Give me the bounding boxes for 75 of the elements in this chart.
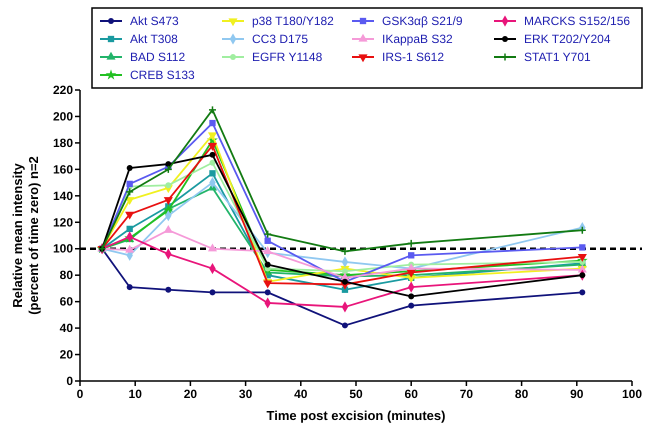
point bbox=[408, 252, 414, 259]
point bbox=[209, 170, 216, 176]
point bbox=[263, 230, 272, 238]
x-tick-label: 30 bbox=[238, 387, 253, 401]
point bbox=[164, 197, 173, 206]
legend-label: STAT1 Y701 bbox=[524, 50, 592, 64]
point bbox=[579, 272, 586, 278]
y-tick-label: 100 bbox=[52, 242, 74, 256]
legend-label: ERK T202/Y204 bbox=[524, 32, 611, 46]
x-tick-label: 20 bbox=[184, 387, 198, 401]
point bbox=[125, 212, 134, 220]
x-tick-label: 100 bbox=[622, 387, 642, 401]
legend-label: Akt T308 bbox=[130, 32, 178, 46]
y-tick-label: 160 bbox=[52, 162, 74, 176]
point bbox=[126, 180, 133, 188]
y-tick-label: 40 bbox=[60, 321, 74, 336]
point bbox=[125, 244, 134, 253]
x-axis-title: Time post excision (minutes) bbox=[266, 408, 446, 423]
x-tick-label: 0 bbox=[76, 387, 84, 401]
x-tick-label: 80 bbox=[514, 387, 529, 401]
point bbox=[126, 165, 133, 172]
legend-label: BAD S112 bbox=[130, 50, 186, 64]
y-tick-label: 60 bbox=[60, 294, 74, 309]
legend-label: GSK3αβ S21/9 bbox=[382, 14, 463, 28]
x-tick-label: 40 bbox=[294, 387, 308, 401]
point bbox=[209, 152, 216, 158]
point bbox=[340, 247, 350, 256]
point bbox=[208, 106, 217, 114]
y-tick-label: 200 bbox=[52, 109, 74, 124]
point bbox=[579, 244, 586, 251]
point bbox=[342, 268, 348, 274]
point bbox=[263, 246, 272, 254]
point bbox=[264, 238, 271, 244]
legend-label: IKappaB S32 bbox=[382, 32, 454, 46]
x-tick-label: 50 bbox=[349, 387, 363, 401]
point bbox=[342, 322, 348, 328]
point bbox=[578, 254, 587, 262]
point bbox=[126, 226, 133, 232]
x-tick-label: 10 bbox=[128, 387, 142, 401]
y-tick-label: 220 bbox=[52, 83, 74, 97]
y-tick-label: 180 bbox=[52, 136, 74, 150]
point bbox=[579, 289, 586, 296]
point bbox=[165, 182, 172, 188]
point bbox=[209, 120, 216, 126]
point bbox=[165, 286, 172, 293]
legend-label: MARCKS S152/156 bbox=[524, 14, 630, 28]
y-tick-label: 80 bbox=[60, 268, 74, 282]
y-tick-label: 140 bbox=[52, 188, 74, 203]
legend-label: CREB S133 bbox=[130, 68, 196, 82]
y-tick-label: 0 bbox=[66, 374, 74, 388]
y-axis-title: Relative mean intensity (percent of time zero) n=2 bbox=[10, 156, 41, 315]
y-tick-label: 20 bbox=[60, 348, 74, 362]
point bbox=[125, 188, 134, 196]
point bbox=[208, 142, 218, 151]
point bbox=[208, 132, 218, 140]
point bbox=[406, 239, 416, 248]
x-tick-label: 90 bbox=[570, 387, 584, 401]
point bbox=[164, 165, 173, 174]
point bbox=[126, 284, 133, 290]
legend-label: IRS-1 S612 bbox=[382, 50, 444, 64]
point bbox=[209, 289, 216, 296]
legend-label: p38 T180/Y182 bbox=[252, 14, 334, 28]
x-tick-label: 70 bbox=[460, 387, 474, 401]
point bbox=[264, 262, 271, 268]
point bbox=[264, 289, 271, 296]
y-tick-label: 120 bbox=[52, 215, 74, 230]
point bbox=[164, 224, 173, 233]
legend-label: Akt S473 bbox=[130, 14, 180, 28]
point bbox=[408, 293, 414, 300]
point bbox=[208, 243, 218, 252]
x-tick-label: 60 bbox=[404, 387, 418, 401]
legend-label: CC3 D175 bbox=[252, 32, 308, 46]
legend-label: EGFR Y1148 bbox=[252, 50, 323, 64]
point bbox=[408, 302, 414, 309]
point bbox=[209, 160, 216, 166]
